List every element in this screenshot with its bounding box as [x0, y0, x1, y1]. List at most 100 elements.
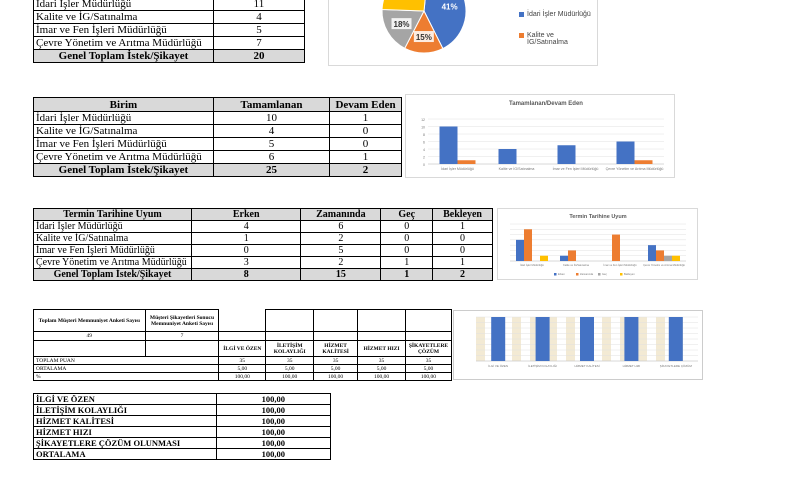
- table-cell: 5: [212, 137, 331, 151]
- table-cell: İdari İşler Müdürlüğü: [33, 111, 214, 125]
- legend-swatch-icon: [519, 33, 524, 38]
- table-row: Çevre Yönetim ve Arıtma Müdürlüğü 6 1: [33, 150, 402, 164]
- survey-row-label: TOPLAM PUAN: [32, 356, 220, 365]
- pie-data-label: 15%: [413, 31, 434, 43]
- svg-text:Bekleyen: Bekleyen: [624, 272, 635, 276]
- table-row: İmar ve Fen İşleri Müdürlüğü 5: [33, 23, 306, 37]
- table-cell: 0: [380, 244, 434, 257]
- summary-label: HİZMET HIZI: [33, 426, 217, 438]
- chart-bar: [668, 317, 683, 361]
- deadline-chart-panel: Termin Tarihine Uyum İdari İşler Müdürlüğ…: [497, 208, 698, 280]
- chart-bar: [648, 245, 656, 261]
- table-cell: 0: [432, 232, 493, 245]
- table-row: Çevre Yönetim ve Arıtma Müdürlüğü 7: [33, 36, 306, 50]
- table-cell: 10: [212, 111, 331, 125]
- summary-row: İLGİ VE ÖZEN 100,00: [33, 393, 332, 405]
- pie-legend-item: İdari İşler Müdürlüğü: [519, 11, 599, 18]
- column-header: Geç: [380, 208, 434, 221]
- chart-bar: [616, 141, 635, 164]
- summary-row: HİZMET KALİTESİ 100,00: [33, 415, 332, 427]
- chart-bar: [498, 149, 517, 164]
- column-header: Bekleyen: [432, 208, 493, 221]
- column-header: Devam Eden: [329, 97, 402, 112]
- total-cell: Genel Toplam İstek/Şikayet: [33, 163, 214, 177]
- legend-item: Geç: [598, 272, 607, 276]
- x-category-label: Kalite ve İG/Satınalma: [499, 166, 535, 171]
- table-cell: 2: [300, 256, 382, 269]
- table-cell: İdari İşler Müdürlüğü: [33, 220, 192, 233]
- chart-bar: [568, 250, 576, 261]
- total-cell: 25: [212, 163, 331, 177]
- chart-title: Tamamlanan/Devam Eden: [509, 101, 583, 107]
- unit-count: 7: [212, 36, 306, 50]
- chart-bar: [540, 255, 548, 261]
- survey-row: TOPLAM PUAN 35 35 35 35 35: [32, 356, 453, 365]
- survey-cell: 100,00: [265, 372, 315, 381]
- total-row: Genel Toplam İstek/Şikayet 20: [33, 49, 306, 63]
- survey-cell: 5,00: [218, 364, 267, 373]
- survey-table: Toplam Müşteri Memnuniyet Anketi Sayısı …: [32, 309, 453, 381]
- survey-total-header: Toplam Müşteri Memnuniyet Anketi Sayısı: [33, 309, 146, 332]
- survey-row-label: ORTALAMA: [32, 364, 220, 373]
- unit-count: 11: [212, 0, 306, 11]
- survey-column-header: İLETİŞİM KOLAYLIĞI: [265, 340, 315, 357]
- survey-column-header: İLGİ VE ÖZEN: [218, 340, 267, 357]
- chart-bar: [524, 229, 532, 261]
- svg-text:41%: 41%: [442, 2, 458, 11]
- table-row: Kalite ve İG/Satınalma 4 0: [33, 124, 402, 138]
- chart-bar: [557, 145, 576, 164]
- table-row: İdari İşler Müdürlüğü 11: [33, 0, 306, 11]
- svg-text:Geç: Geç: [602, 272, 607, 276]
- summary-value: 100,00: [215, 448, 332, 460]
- survey-column-header: ŞİKAYETLERE ÇÖZÜM: [404, 340, 453, 357]
- x-category-label: İLGİ VE ÖZEN: [488, 363, 508, 368]
- x-category-label: HİZMET HIZI: [623, 363, 641, 368]
- pie-data-label: 41%: [442, 2, 458, 11]
- survey-cell: 5,00: [357, 364, 406, 373]
- unit-count: 5: [212, 23, 306, 37]
- column-header: Zamanında: [300, 208, 382, 221]
- svg-text:Erken: Erken: [558, 272, 565, 276]
- table-cell: 0: [432, 244, 493, 257]
- unit-count-table: İdari İşler Müdürlüğü 11 Kalite ve İG/Satı…: [33, 0, 306, 63]
- summary-label: İLGİ VE ÖZEN: [33, 393, 217, 405]
- total-cell: 15: [300, 268, 382, 281]
- x-category-label: Kalite ve İG/Satınalma: [563, 262, 589, 267]
- y-tick-label: 8: [423, 133, 425, 137]
- summary-row: ORTALAMA 100,00: [33, 448, 332, 460]
- legend-swatch-icon: [519, 12, 524, 17]
- summary-value: 100,00: [215, 393, 332, 405]
- pie-slice: [423, 0, 467, 50]
- svg-text:Zamanında: Zamanında: [580, 272, 594, 276]
- pie-chart: 26%41%18%15%: [381, 0, 467, 54]
- total-cell: 1: [380, 268, 434, 281]
- pie-legend-item: Kalite ve İG/Satınalma: [519, 32, 579, 46]
- survey-total-value: 49: [33, 331, 146, 341]
- survey-cell: 35: [313, 356, 359, 365]
- pie-chart-panel: 26%41%18%15% İdari İşler Müdürlüğü Kalit…: [328, 0, 598, 66]
- survey-row: % 100,00 100,00 100,00 100,00 100,00: [32, 372, 453, 381]
- completion-chart-panel: Tamamlanan/Devam Eden 12 10 8 6 4 2 0 İdari İşle…: [405, 94, 675, 178]
- x-category-label: Çevre Yönetim ve Arıtma Müdürlüğü: [643, 263, 685, 267]
- chart-bar: [491, 317, 506, 361]
- table-cell: İmar ve Fen İşleri Müdürlüğü: [33, 137, 214, 151]
- table-cell: 0: [329, 124, 402, 138]
- survey-row: ORTALAMA 5,00 5,00 5,00 5,00 5,00: [32, 364, 453, 373]
- completion-bar-chart: Tamamlanan/Devam Eden 12 10 8 6 4 2 0 İdari İşle…: [421, 101, 664, 171]
- summary-value: 100,00: [215, 404, 332, 416]
- completion-table: Birim Tamamlanan Devam Eden İdari İşler Mü…: [33, 97, 402, 177]
- survey-complaint-header: Müşteri Şikayetleri Sonucu Memnuniyet An…: [144, 309, 220, 332]
- table-row: Kalite ve İG/Satınalma 4: [33, 10, 306, 24]
- y-tick-label: 2: [423, 156, 425, 160]
- pie-slice: [381, 0, 426, 12]
- chart-bar: [656, 250, 664, 261]
- total-cell: 8: [190, 268, 302, 281]
- svg-text:15%: 15%: [416, 33, 432, 42]
- total-row: Genel Toplam İstek/Şikayet 8 15 1 2: [33, 268, 493, 281]
- y-tick-label: 10: [421, 126, 425, 130]
- x-category-label: İdari İşler Müdürlüğü: [441, 166, 474, 171]
- deadline-bar-chart: Termin Tarihine Uyum İdari İşler Müdürlüğ…: [510, 214, 686, 276]
- summary-label: HİZMET KALİTESİ: [33, 415, 217, 427]
- chart-bar: [624, 317, 639, 361]
- table-cell: 6: [212, 150, 331, 164]
